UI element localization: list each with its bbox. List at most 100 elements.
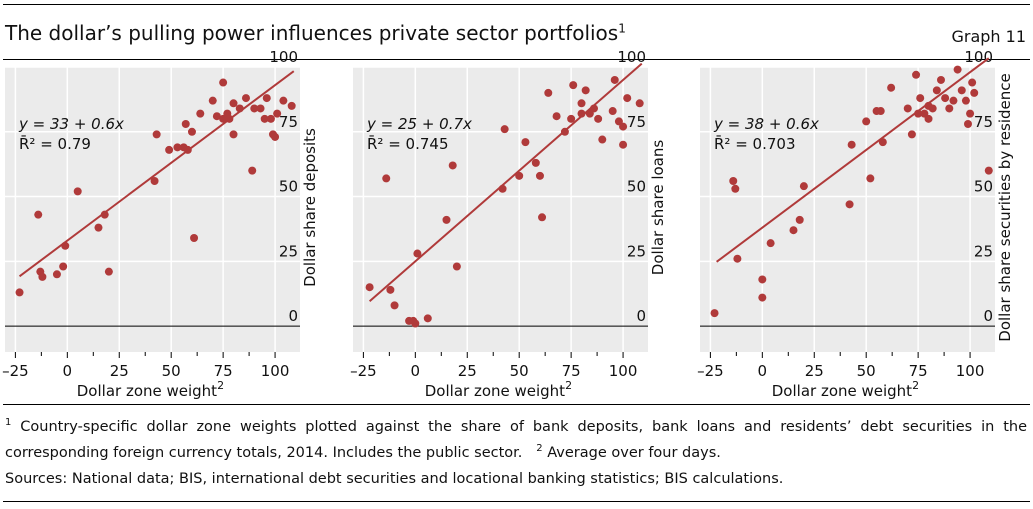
data-point (731, 184, 740, 193)
y-axis-label: Dollar share securities by residence (996, 73, 1014, 341)
equation-line: y = 25 + 0.7x (366, 115, 472, 133)
data-point (916, 94, 925, 103)
y-tick-label: 75 (627, 113, 646, 131)
footnotes: 1 Country-specific dollar zone weights p… (5, 412, 1027, 464)
bottom-rule (3, 501, 1030, 502)
data-point (442, 215, 451, 224)
data-point (567, 114, 576, 123)
x-tick-label: 75 (909, 362, 928, 380)
x-tick-label: 0 (63, 362, 73, 380)
y-tick-label: 25 (974, 242, 993, 260)
data-point (932, 86, 941, 95)
data-point (173, 143, 182, 152)
data-point (552, 112, 561, 121)
data-point (912, 70, 921, 79)
x-axis-label-note: 2 (565, 379, 572, 392)
regression-line (368, 62, 643, 302)
title-rule (3, 59, 1030, 60)
data-point (544, 88, 553, 97)
x-tick-label: 50 (857, 362, 876, 380)
x-tick-label: –25 (350, 362, 377, 380)
data-point (225, 114, 234, 123)
data-point (187, 127, 196, 136)
data-point (382, 174, 391, 183)
data-point (878, 138, 887, 147)
y-tick-label: 25 (279, 242, 298, 260)
data-point (229, 99, 238, 108)
data-point (961, 96, 970, 105)
data-point (758, 293, 767, 302)
graph-number: Graph 11 (951, 27, 1026, 46)
data-point (577, 109, 586, 118)
equation-line: y = 38 + 0.6x (713, 115, 819, 133)
y-tick-label: 50 (627, 178, 646, 196)
x-tick-label: 25 (458, 362, 477, 380)
y-tick-label: 0 (636, 307, 646, 325)
data-point (635, 99, 644, 108)
title-footnote-marker: 1 (618, 21, 626, 36)
data-point (181, 120, 190, 128)
data-point (729, 177, 738, 185)
data-point (970, 88, 979, 97)
sources: Sources: National data; BIS, internation… (5, 471, 784, 487)
data-point (623, 94, 632, 103)
data-point (448, 161, 457, 170)
plot-area (353, 67, 648, 352)
y-tick-label: 100 (617, 48, 646, 66)
data-point (862, 117, 871, 126)
x-tick-label: –25 (697, 362, 724, 380)
plot-area (700, 67, 995, 352)
data-point (365, 283, 374, 292)
top-rule (3, 4, 1030, 5)
y-tick-label: 25 (627, 242, 646, 260)
data-point (104, 267, 113, 276)
data-point (521, 138, 530, 147)
x-tick-label: 75 (214, 362, 233, 380)
data-point (235, 104, 244, 113)
x-tick-label: 0 (411, 362, 421, 380)
data-point (52, 270, 61, 279)
data-point (968, 78, 977, 87)
data-point (799, 182, 808, 191)
data-point (953, 65, 962, 74)
data-point (758, 275, 767, 284)
x-tick-label: 50 (510, 362, 529, 380)
data-point (260, 114, 269, 123)
scatter-chart-deposits: –25 0 25 50 75 100 0 25 50 75 100 Dollar share depo… (2, 48, 319, 400)
data-point (966, 109, 975, 118)
data-point (866, 174, 875, 183)
y-tick-label: 0 (288, 307, 298, 325)
data-point (208, 96, 217, 105)
y-tick-label: 100 (964, 48, 993, 66)
plot-area (5, 67, 300, 352)
data-point (15, 288, 24, 297)
data-point (452, 262, 461, 271)
data-point (212, 112, 221, 121)
data-point (73, 187, 82, 196)
data-point (241, 94, 250, 103)
equation-line: y = 33 + 0.6x (18, 115, 124, 133)
data-point (577, 99, 586, 108)
data-point (914, 109, 923, 118)
data-point (941, 94, 950, 103)
data-point (569, 81, 578, 90)
data-point (795, 215, 804, 224)
footnote-2-marker: 2 (536, 442, 543, 454)
data-point (560, 127, 569, 136)
data-point (928, 104, 937, 113)
data-point (876, 107, 885, 116)
data-point (34, 210, 43, 219)
y-tick-label: 75 (974, 113, 993, 131)
r-squared-label: R̄² = 0.745 (367, 134, 448, 153)
data-point (887, 83, 896, 92)
y-axis-label: Dollar share deposits (301, 128, 319, 287)
data-point (229, 130, 238, 139)
data-point (531, 158, 540, 167)
data-point (538, 213, 547, 222)
x-tick-label: 25 (110, 362, 129, 380)
data-point (789, 226, 798, 235)
footnote-2-text: Average over four days. (542, 444, 721, 461)
x-axis-label: Dollar zone weight2 (77, 379, 224, 400)
y-tick-label: 75 (279, 113, 298, 131)
